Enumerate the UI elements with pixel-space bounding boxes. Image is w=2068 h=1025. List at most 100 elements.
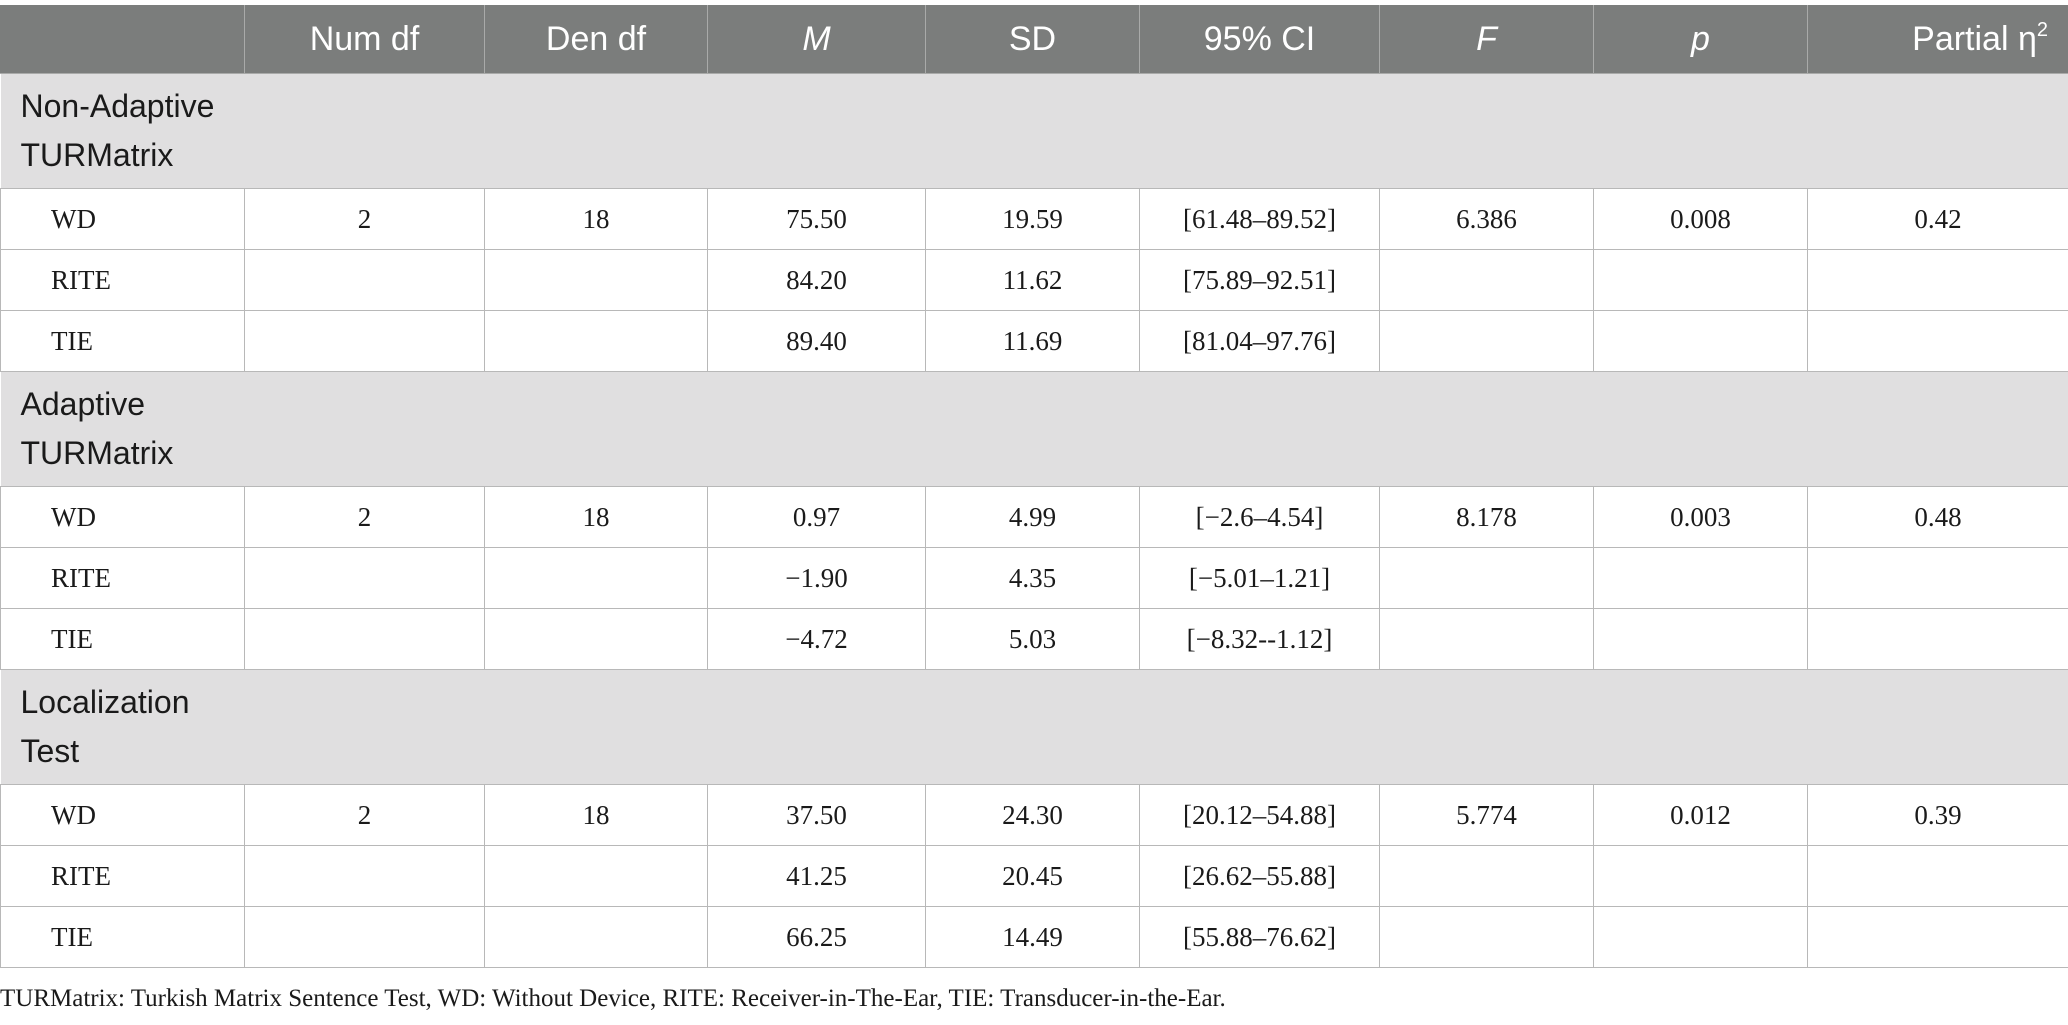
table-cell [1593, 547, 1808, 609]
table-cell [484, 845, 708, 907]
table-row: TIE 89.40 11.69 [81.04–97.76] [0, 310, 2068, 372]
stats-table: Num df Den df M SD 95% CI F p Partial η2… [0, 5, 2068, 968]
table-row: WD 2 18 0.97 4.99 [−2.6–4.54] 8.178 0.003 0.48 [0, 486, 2068, 548]
table-cell: 66.25 [707, 906, 926, 968]
table-cell [1379, 608, 1594, 670]
table-cell [244, 608, 485, 670]
row-label: RITE [0, 547, 245, 609]
table-cell [1379, 249, 1594, 311]
table-cell: 0.003 [1593, 486, 1808, 548]
table-cell [1593, 906, 1808, 968]
table-cell [1807, 906, 2068, 968]
table-cell: [55.88–76.62] [1139, 906, 1380, 968]
table-cell: 6.386 [1379, 188, 1594, 250]
table-cell [244, 845, 485, 907]
table-row: WD 2 18 37.50 24.30 [20.12–54.88] 5.774 0.012 0.… [0, 784, 2068, 846]
table-cell: 41.25 [707, 845, 926, 907]
table-cell: 2 [244, 188, 485, 250]
table-cell: 18 [484, 188, 708, 250]
table-cell: 0.008 [1593, 188, 1808, 250]
table-cell: 84.20 [707, 249, 926, 311]
section-title: Non-Adaptive TURMatrix [20, 88, 215, 173]
partial-eta-label: Partial η [1912, 20, 2037, 58]
table-cell: 2 [244, 486, 485, 548]
section-cell: Adaptive TURMatrix [0, 371, 2068, 487]
table-cell: 18 [484, 486, 708, 548]
header-partial-eta: Partial η2 [1807, 5, 2068, 74]
row-label: RITE [0, 249, 245, 311]
section-row: Adaptive TURMatrix [0, 371, 2068, 487]
table-cell [1807, 845, 2068, 907]
table-cell [244, 310, 485, 372]
table-cell: 11.69 [925, 310, 1140, 372]
table-cell: 24.30 [925, 784, 1140, 846]
table-cell [484, 608, 708, 670]
table-cell [484, 906, 708, 968]
table-cell: 5.03 [925, 608, 1140, 670]
table-cell: 2 [244, 784, 485, 846]
header-mean: M [707, 5, 926, 74]
table-cell: 89.40 [707, 310, 926, 372]
header-sd: SD [925, 5, 1140, 74]
table-cell: 75.50 [707, 188, 926, 250]
table-cell [484, 310, 708, 372]
table-cell: [61.48–89.52] [1139, 188, 1380, 250]
table-cell: 19.59 [925, 188, 1140, 250]
table-cell [484, 249, 708, 311]
table-cell [484, 547, 708, 609]
table-cell [1593, 249, 1808, 311]
row-label: WD [0, 188, 245, 250]
table-cell: 4.99 [925, 486, 1140, 548]
header-den-df: Den df [484, 5, 708, 74]
section-title: Adaptive TURMatrix [20, 386, 174, 471]
row-label: RITE [0, 845, 245, 907]
table-cell [1593, 845, 1808, 907]
table-cell [1379, 906, 1594, 968]
table-row: RITE −1.90 4.35 [−5.01–1.21] [0, 547, 2068, 609]
row-label: WD [0, 784, 245, 846]
table-cell: −4.72 [707, 608, 926, 670]
table-cell: 18 [484, 784, 708, 846]
table-cell [1379, 547, 1594, 609]
row-label: TIE [0, 310, 245, 372]
table-cell [1807, 547, 2068, 609]
table-row: WD 2 18 75.50 19.59 [61.48–89.52] 6.386 0.008 0.… [0, 188, 2068, 250]
table-cell: [−8.32--1.12] [1139, 608, 1380, 670]
table-cell: −1.90 [707, 547, 926, 609]
table-footnote: TURMatrix: Turkish Matrix Sentence Test,… [0, 985, 1226, 1012]
table-cell: 0.012 [1593, 784, 1808, 846]
table-cell [244, 547, 485, 609]
table-cell: 8.178 [1379, 486, 1594, 548]
table-cell [1807, 608, 2068, 670]
table-cell [1379, 845, 1594, 907]
table-cell: [20.12–54.88] [1139, 784, 1380, 846]
table-cell [1807, 249, 2068, 311]
table-cell [244, 906, 485, 968]
table-cell [244, 249, 485, 311]
header-ci: 95% CI [1139, 5, 1380, 74]
section-title: Localization Test [20, 684, 190, 769]
table-cell [1593, 608, 1808, 670]
header-row: Num df Den df M SD 95% CI F p Partial η2 [0, 5, 2068, 74]
table-cell: 11.62 [925, 249, 1140, 311]
table-cell [1593, 310, 1808, 372]
table-cell: 20.45 [925, 845, 1140, 907]
table-cell: 5.774 [1379, 784, 1594, 846]
section-cell: Localization Test [0, 669, 2068, 785]
table-row: RITE 84.20 11.62 [75.89–92.51] [0, 249, 2068, 311]
row-label: TIE [0, 906, 245, 968]
table-cell: [81.04–97.76] [1139, 310, 1380, 372]
table-cell: 37.50 [707, 784, 926, 846]
partial-eta-exponent: 2 [2036, 19, 2048, 41]
row-label: TIE [0, 608, 245, 670]
table-row: TIE −4.72 5.03 [−8.32--1.12] [0, 608, 2068, 670]
table-cell [1807, 310, 2068, 372]
table-row: TIE 66.25 14.49 [55.88–76.62] [0, 906, 2068, 968]
table-cell: 0.97 [707, 486, 926, 548]
table-cell: 0.48 [1807, 486, 2068, 548]
table-cell: 4.35 [925, 547, 1140, 609]
table-cell: [−5.01–1.21] [1139, 547, 1380, 609]
section-row: Non-Adaptive TURMatrix [0, 73, 2068, 189]
stats-table-container: Num df Den df M SD 95% CI F p Partial η2… [0, 5, 2068, 968]
header-num-df: Num df [244, 5, 485, 74]
